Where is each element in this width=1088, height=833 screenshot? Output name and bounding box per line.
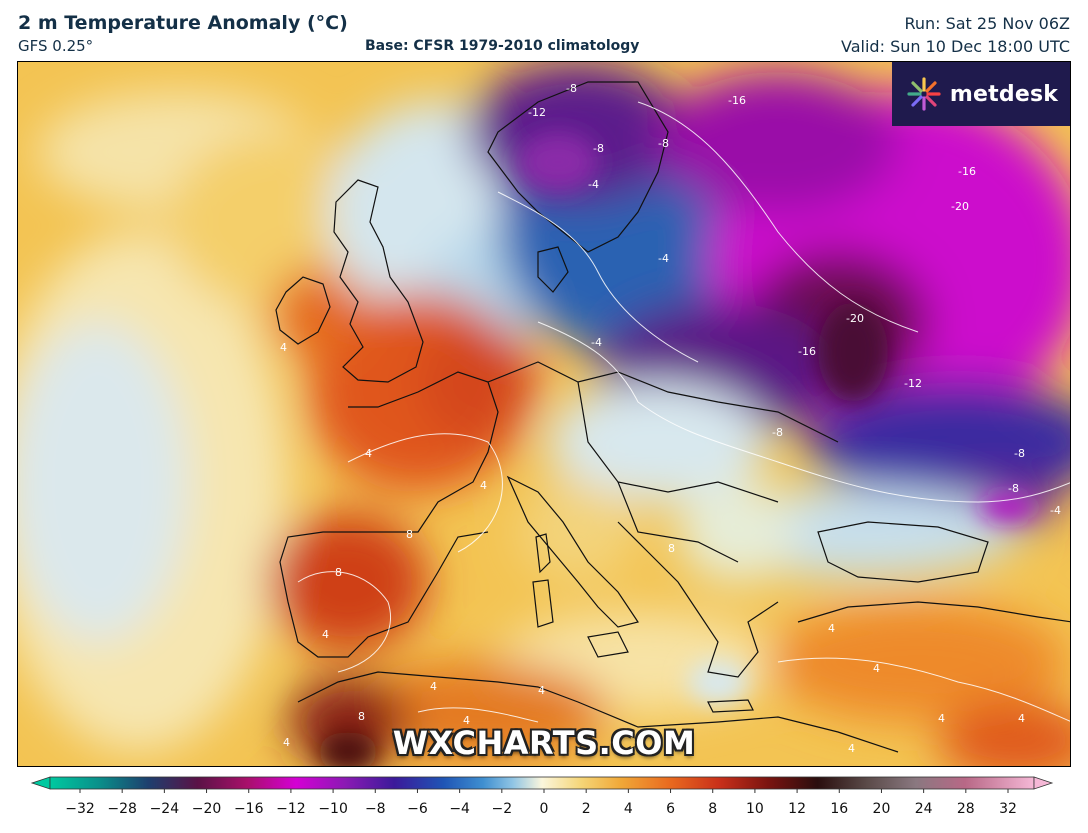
wxcharts-watermark: WXCHARTS.COM [392, 724, 696, 762]
colorbar: −32 −28 −24 −20 −16 −12 −10 −8 −6 −4 −2 0 2 4 6 8 10 12 16… [30, 776, 1054, 817]
model-label: GFS 0.25° [18, 37, 94, 55]
contour-label: 4 [430, 680, 437, 693]
contour-label: 4 [828, 622, 835, 635]
contour-label: -4 [1050, 504, 1061, 517]
colorbar-tick-label: −28 [107, 801, 137, 817]
contour-label: 8 [358, 710, 365, 723]
coastlines [275, 81, 1070, 753]
contour-label: -8 [772, 426, 783, 439]
contour-label: 4 [1018, 712, 1025, 725]
contour-label: -8 [593, 142, 604, 155]
run-time-label: Run: Sat 25 Nov 06Z [904, 14, 1070, 33]
contour-label: 4 [280, 341, 287, 354]
contour-label: 4 [480, 479, 487, 492]
colorbar-tick-label: −20 [192, 801, 222, 817]
contour-label: -8 [1014, 447, 1025, 460]
contour-label: 4 [538, 684, 545, 697]
contour-label: -4 [588, 178, 599, 191]
metdesk-logo-text: metdesk [949, 81, 1059, 107]
colorbar-tick-label: 28 [957, 801, 975, 817]
map-canvas: -12 -8 -16 -8 -8 -4 -4 -16 -20 -20 -16 -… [18, 62, 1070, 766]
chart-title: 2 m Temperature Anomaly (°C) [18, 12, 348, 34]
colorbar-tick-label: −2 [491, 801, 512, 817]
colorbar-tick-label: −24 [150, 801, 180, 817]
contour-label: 4 [848, 742, 855, 755]
contour-label: 8 [335, 566, 342, 579]
colorbar-ticks: −32 −28 −24 −20 −16 −12 −10 −8 −6 −4 −2 0 2 4 6 8 10 12 16… [65, 789, 1017, 817]
contour-label: 8 [668, 542, 675, 555]
colorbar-gradient [49, 776, 1035, 790]
metdesk-logo: metdesk [892, 62, 1070, 126]
contour-label: -20 [951, 200, 969, 213]
colorbar-tick-label: −10 [318, 801, 348, 817]
colorbar-tick-label: 12 [788, 801, 806, 817]
contour-label: 4 [322, 628, 329, 641]
contour-label: -16 [798, 345, 816, 358]
colorbar-min-arrow [30, 776, 51, 790]
colorbar-tick-label: −6 [407, 801, 428, 817]
contour-label: 4 [938, 712, 945, 725]
colorbar-max-arrow [1033, 776, 1054, 790]
valid-time-label: Valid: Sun 10 Dec 18:00 UTC [841, 37, 1070, 56]
colorbar-tick-label: 24 [915, 801, 933, 817]
colorbar-tick-label: −4 [449, 801, 470, 817]
colorbar-tick-label: −16 [234, 801, 264, 817]
colorbar-tick-label: 10 [746, 801, 764, 817]
colorbar-tick-label: 32 [999, 801, 1017, 817]
contour-label: -20 [846, 312, 864, 325]
contour-label: 4 [365, 447, 372, 460]
colorbar-tick-label: 4 [624, 801, 633, 817]
contours [297, 101, 1070, 723]
contour-label: -12 [528, 106, 546, 119]
metdesk-burst-icon [907, 77, 941, 111]
contour-label: 4 [283, 736, 290, 749]
contour-labels: -12 -8 -16 -8 -8 -4 -4 -16 -20 -20 -16 -… [280, 82, 1061, 755]
contour-label: -8 [1008, 482, 1019, 495]
colorbar-tick-label: −32 [65, 801, 95, 817]
contour-label: -4 [658, 252, 669, 265]
contour-label: 4 [463, 714, 470, 727]
anomaly-detail [318, 132, 1036, 766]
contour-label: 8 [406, 528, 413, 541]
climatology-base-label: Base: CFSR 1979-2010 climatology [365, 38, 640, 54]
colorbar-tick-label: −12 [276, 801, 306, 817]
colorbar-tick-label: 6 [666, 801, 675, 817]
colorbar-tick-label: 0 [540, 801, 549, 817]
colorbar-tick-label: 8 [708, 801, 717, 817]
colorbar-tick-label: 20 [873, 801, 891, 817]
colorbar-tick-label: −8 [365, 801, 386, 817]
colorbar-tick-label: 16 [830, 801, 848, 817]
contour-label: -4 [591, 336, 602, 349]
contour-label: -16 [728, 94, 746, 107]
anomaly-map: -12 -8 -16 -8 -8 -4 -4 -16 -20 -20 -16 -… [17, 61, 1071, 767]
contour-label: -12 [904, 377, 922, 390]
contour-label: -8 [658, 137, 669, 150]
contour-label: -8 [566, 82, 577, 95]
contour-label: 4 [873, 662, 880, 675]
colorbar-tick-label: 2 [582, 801, 591, 817]
contour-label: -16 [958, 165, 976, 178]
